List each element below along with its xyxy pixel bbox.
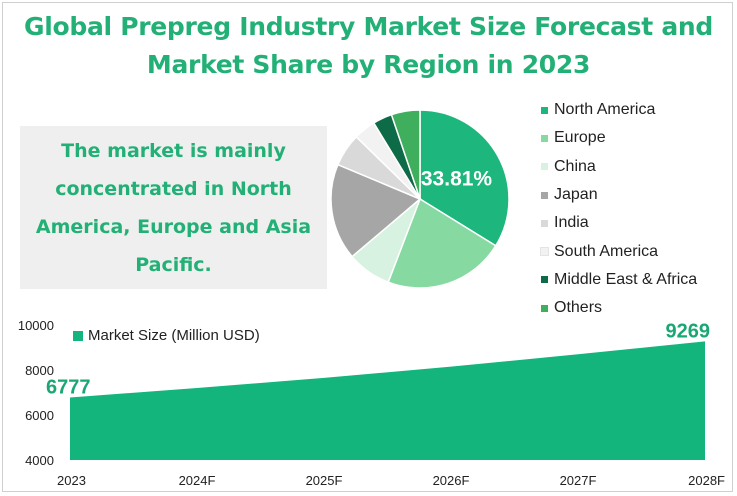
legend-item-europe: Europe: [541, 124, 697, 152]
y-tick-label: 8000: [25, 363, 54, 378]
y-tick-label: 10000: [18, 318, 54, 333]
legend-swatch: [541, 304, 548, 312]
legend-label: China: [554, 157, 596, 175]
legend-swatch: [541, 163, 548, 171]
legend-item-india: India: [541, 209, 697, 237]
pie-slice-japan: [330, 163, 422, 258]
area-legend-label: Market Size (Million USD): [88, 327, 260, 344]
pie-slice-north-america: [419, 109, 510, 247]
legend-item-north-america: North America: [541, 96, 697, 124]
note-box: The market is mainly concentrated in Nor…: [20, 126, 327, 289]
x-tick-label: 2024F: [179, 473, 216, 488]
legend-label: South America: [554, 242, 659, 260]
legend-item-japan: Japan: [541, 181, 697, 209]
legend-swatch: [541, 106, 548, 114]
legend-swatch: [541, 191, 548, 199]
legend-item-others: Others: [541, 294, 697, 322]
note-text: The market is mainly concentrated in Nor…: [35, 139, 312, 276]
legend-swatch: [541, 276, 548, 284]
x-tick-label: 2027F: [560, 473, 597, 488]
legend-swatch: [540, 247, 549, 257]
legend-label: North America: [554, 101, 656, 119]
pie-chart: [330, 109, 510, 289]
y-tick-label: 6000: [25, 408, 54, 423]
area-legend: Market Size (Million USD): [73, 327, 260, 344]
legend-swatch: [541, 134, 548, 142]
pie-legend: North America Europe China Japan India South …: [540, 96, 697, 322]
x-tick-label: 2026F: [433, 473, 470, 488]
legend-item-china: China: [541, 153, 697, 181]
legend-swatch: [541, 219, 548, 227]
legend-item-south-america: South America: [540, 237, 697, 265]
x-tick-label: 2023: [57, 473, 86, 488]
pie-slice-europe: [387, 197, 497, 289]
legend-label: India: [554, 214, 589, 232]
area-legend-swatch: [73, 330, 83, 341]
legend-label: Middle East & Africa: [554, 270, 698, 288]
pie-slice-others: [390, 109, 421, 200]
data-label-first: 6777: [46, 377, 91, 399]
legend-label: Others: [554, 299, 603, 317]
x-tick-label: 2028F: [688, 473, 725, 488]
x-tick-label: 2025F: [306, 473, 343, 488]
legend-label: Europe: [554, 129, 606, 147]
pie-slice-label: 33.81%: [421, 168, 493, 191]
y-tick-label: 4000: [25, 453, 54, 468]
legend-label: Japan: [554, 186, 598, 204]
chart-frame: [2, 2, 733, 492]
data-label-last: 9269: [666, 320, 711, 342]
legend-item-middle-east-and-africa: Middle East & Africa: [541, 266, 697, 294]
chart-title: Global Prepreg Industry Market Size Fore…: [24, 12, 713, 79]
area-series-market-size: [70, 341, 705, 460]
